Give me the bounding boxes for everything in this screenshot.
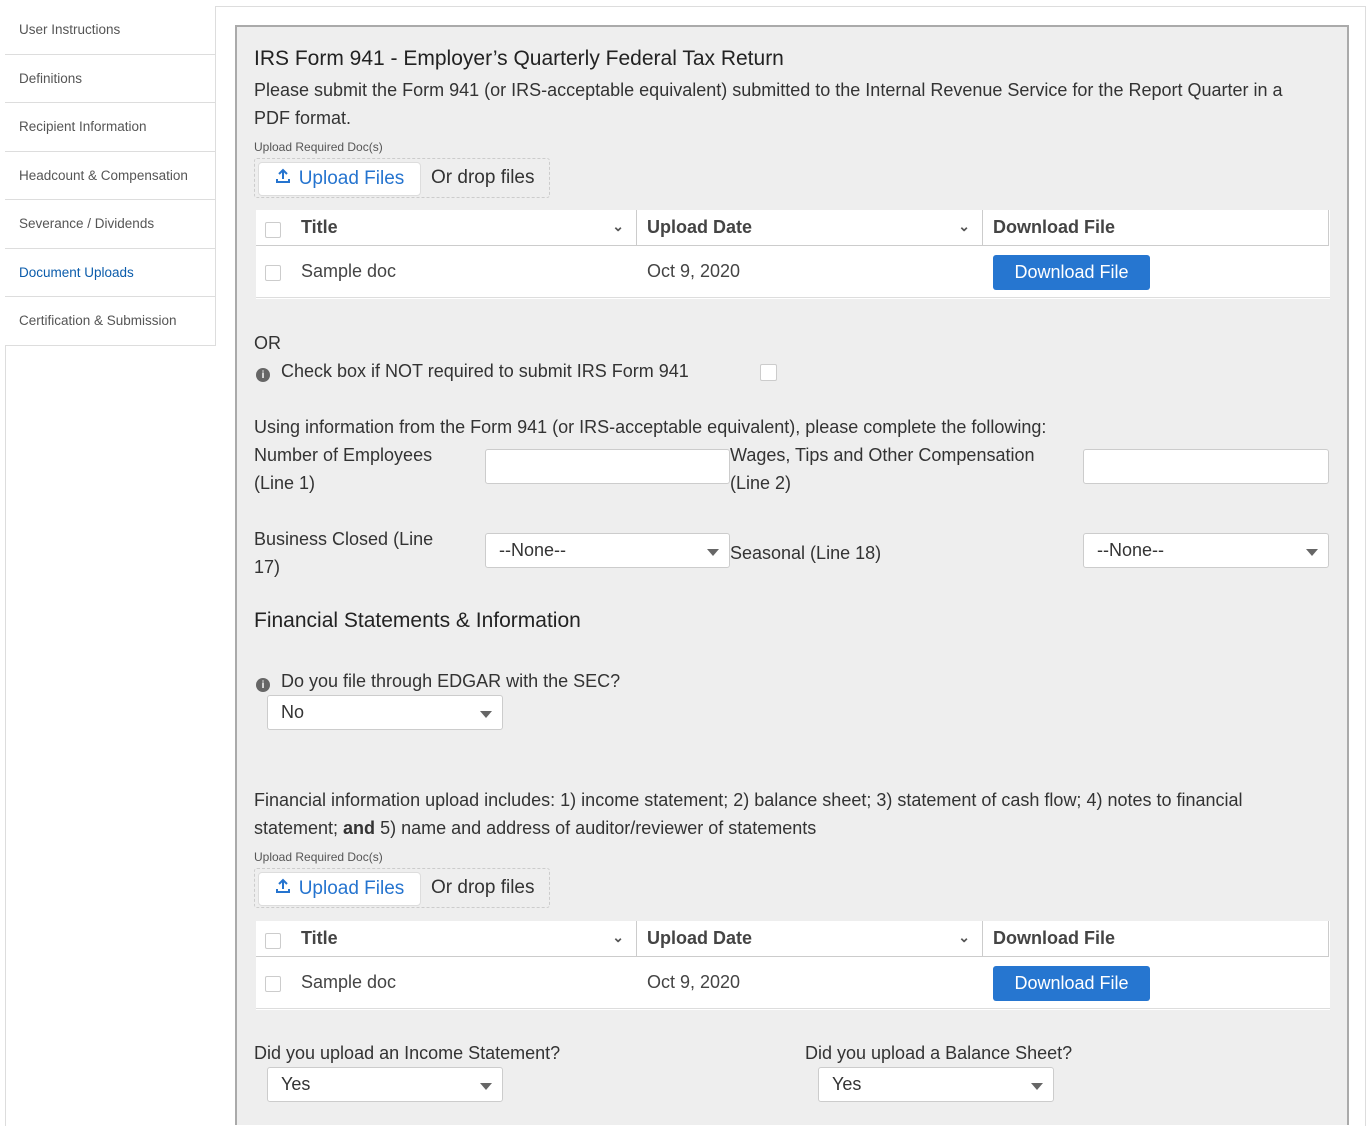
download-file-button[interactable]: Download File (993, 255, 1150, 290)
info-icon[interactable]: i (256, 368, 270, 382)
drop-files-text: Or drop files (431, 877, 535, 898)
chevron-down-icon[interactable]: ⌄ (612, 218, 624, 234)
sidebar-item-headcount-compensation[interactable]: Headcount & Compensation (5, 151, 215, 200)
select-all-checkbox[interactable] (265, 933, 281, 949)
column-header-upload-date[interactable]: Upload Date ⌄ (637, 921, 983, 957)
table-row: Sample doc Oct 9, 2020 Download File (256, 247, 1330, 298)
row-upload-date: Oct 9, 2020 (647, 972, 741, 992)
employees-input[interactable] (485, 449, 730, 484)
select-value: Yes (832, 1074, 862, 1094)
upload-files-button[interactable]: Upload Files (258, 872, 421, 906)
financial-section-title: Financial Statements & Information (254, 609, 581, 632)
form941-title: IRS Form 941 - Employer’s Quarterly Fede… (254, 47, 784, 70)
upload-icon (275, 878, 291, 900)
header-label: Download File (993, 217, 1116, 237)
column-header-download-file: Download File (983, 210, 1329, 246)
text-part: 5) name and address of auditor/reviewer … (375, 818, 817, 838)
instructions-text: Using information from the Form 941 (or … (254, 417, 1047, 437)
row-title: Sample doc (301, 972, 397, 992)
label-line: Business Closed (Line (254, 529, 434, 549)
business-closed-label: Business Closed (Line 17) (254, 525, 433, 581)
text-line: Financial information upload includes: 1… (254, 790, 1243, 810)
column-header-title[interactable]: Title ⌄ (256, 210, 637, 246)
document-uploads-panel: IRS Form 941 - Employer’s Quarterly Fede… (235, 25, 1349, 1125)
label-line: 17) (254, 557, 281, 577)
table-row: Sample doc Oct 9, 2020 Download File (256, 958, 1330, 1009)
sidebar-item-severance-dividends[interactable]: Severance / Dividends (5, 200, 215, 249)
chevron-down-icon[interactable]: ⌄ (958, 929, 970, 945)
employees-label: Number of Employees (Line 1) (254, 441, 432, 497)
income-statement-select[interactable]: Yes (267, 1067, 503, 1102)
wages-label: Wages, Tips and Other Compensation (Line… (730, 441, 1035, 497)
column-header-title[interactable]: Title ⌄ (256, 921, 637, 957)
caret-down-icon (1031, 1083, 1043, 1090)
select-all-checkbox[interactable] (265, 222, 281, 238)
upload-label: Upload Required Doc(s) (254, 140, 383, 154)
chevron-down-icon[interactable]: ⌄ (612, 929, 624, 945)
select-value: --None-- (499, 540, 567, 560)
form941-description: Please submit the Form 941 (or IRS-accep… (254, 76, 1283, 132)
business-closed-select[interactable]: --None-- (485, 533, 730, 568)
text-bold: and (343, 818, 376, 838)
label-line: Number of Employees (254, 445, 433, 465)
header-label: Title (301, 217, 338, 237)
caret-down-icon (480, 711, 492, 718)
select-value: No (281, 702, 305, 722)
header-label: Upload Date (647, 217, 753, 237)
download-file-button[interactable]: Download File (993, 966, 1150, 1001)
edgar-select[interactable]: No (267, 695, 503, 730)
row-title: Sample doc (301, 261, 397, 281)
sidebar-item-recipient-information[interactable]: Recipient Information (5, 103, 215, 152)
upload-icon (275, 168, 291, 190)
header-label: Upload Date (647, 928, 753, 948)
upload-label: Upload Required Doc(s) (254, 850, 383, 864)
not-required-checkbox[interactable] (760, 364, 777, 381)
balance-sheet-select[interactable]: Yes (818, 1067, 1054, 1102)
header-label: Title (301, 928, 338, 948)
chevron-down-icon[interactable]: ⌄ (958, 218, 970, 234)
label-line: (Line 2) (730, 473, 792, 493)
label-line: (Line 1) (254, 473, 316, 493)
text-line: statement; and 5) name and address of au… (254, 814, 1243, 842)
info-icon[interactable]: i (256, 678, 270, 692)
form941-files-table: Title ⌄ Upload Date ⌄ Download File Samp… (256, 210, 1330, 299)
description-line: PDF format. (254, 108, 352, 128)
row-checkbox[interactable] (265, 976, 281, 992)
sidebar-item-document-uploads[interactable]: Document Uploads (5, 248, 215, 297)
edgar-label: Do you file through EDGAR with the SEC? (281, 671, 621, 691)
label-line: Wages, Tips and Other Compensation (730, 445, 1035, 465)
seasonal-select[interactable]: --None-- (1083, 533, 1329, 568)
header-label: Download File (993, 928, 1116, 948)
seasonal-label-text: Seasonal (Line 18) (730, 543, 882, 563)
financial-files-table: Title ⌄ Upload Date ⌄ Download File Samp… (256, 921, 1330, 1010)
row-upload-date: Oct 9, 2020 (647, 261, 741, 281)
column-header-upload-date[interactable]: Upload Date ⌄ (637, 210, 983, 246)
financial-includes-text: Financial information upload includes: 1… (254, 786, 1243, 842)
text-part: statement; (254, 818, 344, 838)
sidebar-item-user-instructions[interactable]: User Instructions (5, 6, 215, 55)
row-checkbox[interactable] (265, 265, 281, 281)
description-line: Please submit the Form 941 (or IRS-accep… (254, 80, 1283, 100)
sidebar-item-definitions[interactable]: Definitions (5, 54, 215, 103)
caret-down-icon (480, 1083, 492, 1090)
sidebar-nav: User Instructions Definitions Recipient … (5, 6, 216, 346)
income-statement-label: Did you upload an Income Statement? (254, 1043, 561, 1063)
upload-files-label: Upload Files (298, 168, 405, 189)
select-value: --None-- (1097, 540, 1165, 560)
select-value: Yes (281, 1074, 311, 1094)
upload-files-label: Upload Files (298, 878, 405, 899)
page-frame (5, 6, 1366, 1126)
file-dropzone[interactable]: Upload Files Or drop files (254, 158, 550, 198)
upload-files-button[interactable]: Upload Files (258, 162, 421, 196)
drop-files-text: Or drop files (431, 167, 535, 188)
or-text: OR (254, 333, 281, 353)
file-dropzone[interactable]: Upload Files Or drop files (254, 868, 550, 908)
caret-down-icon (1306, 549, 1318, 556)
caret-down-icon (707, 549, 719, 556)
sidebar-item-certification-submission[interactable]: Certification & Submission (5, 297, 215, 346)
column-header-download-file: Download File (983, 921, 1329, 957)
balance-sheet-label: Did you upload a Balance Sheet? (805, 1043, 1073, 1063)
not-required-label: Check box if NOT required to submit IRS … (281, 361, 689, 381)
wages-input[interactable] (1083, 449, 1329, 484)
